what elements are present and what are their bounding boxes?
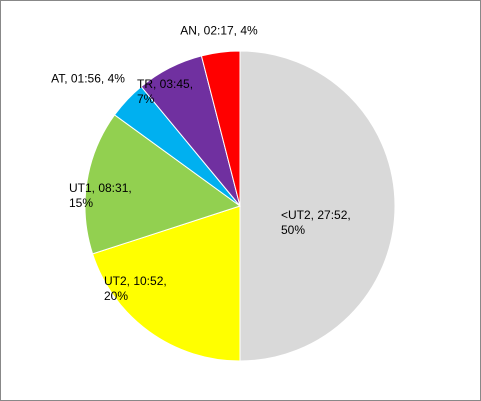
pie-slice bbox=[84, 114, 242, 255]
data-label: AT, 01:56, 4% bbox=[51, 71, 125, 86]
data-label: AN, 02:17, 4% bbox=[180, 23, 258, 38]
data-label: UT1, 08:31, 15% bbox=[69, 181, 132, 210]
data-label: TR, 03:45, 7% bbox=[137, 77, 194, 106]
pie-slice bbox=[91, 205, 241, 362]
data-label: UT2, 10:52, 20% bbox=[104, 274, 167, 303]
pie-slice bbox=[239, 50, 396, 362]
pie-slice bbox=[200, 50, 241, 207]
data-label: <UT2, 27:52, 50% bbox=[281, 208, 351, 237]
